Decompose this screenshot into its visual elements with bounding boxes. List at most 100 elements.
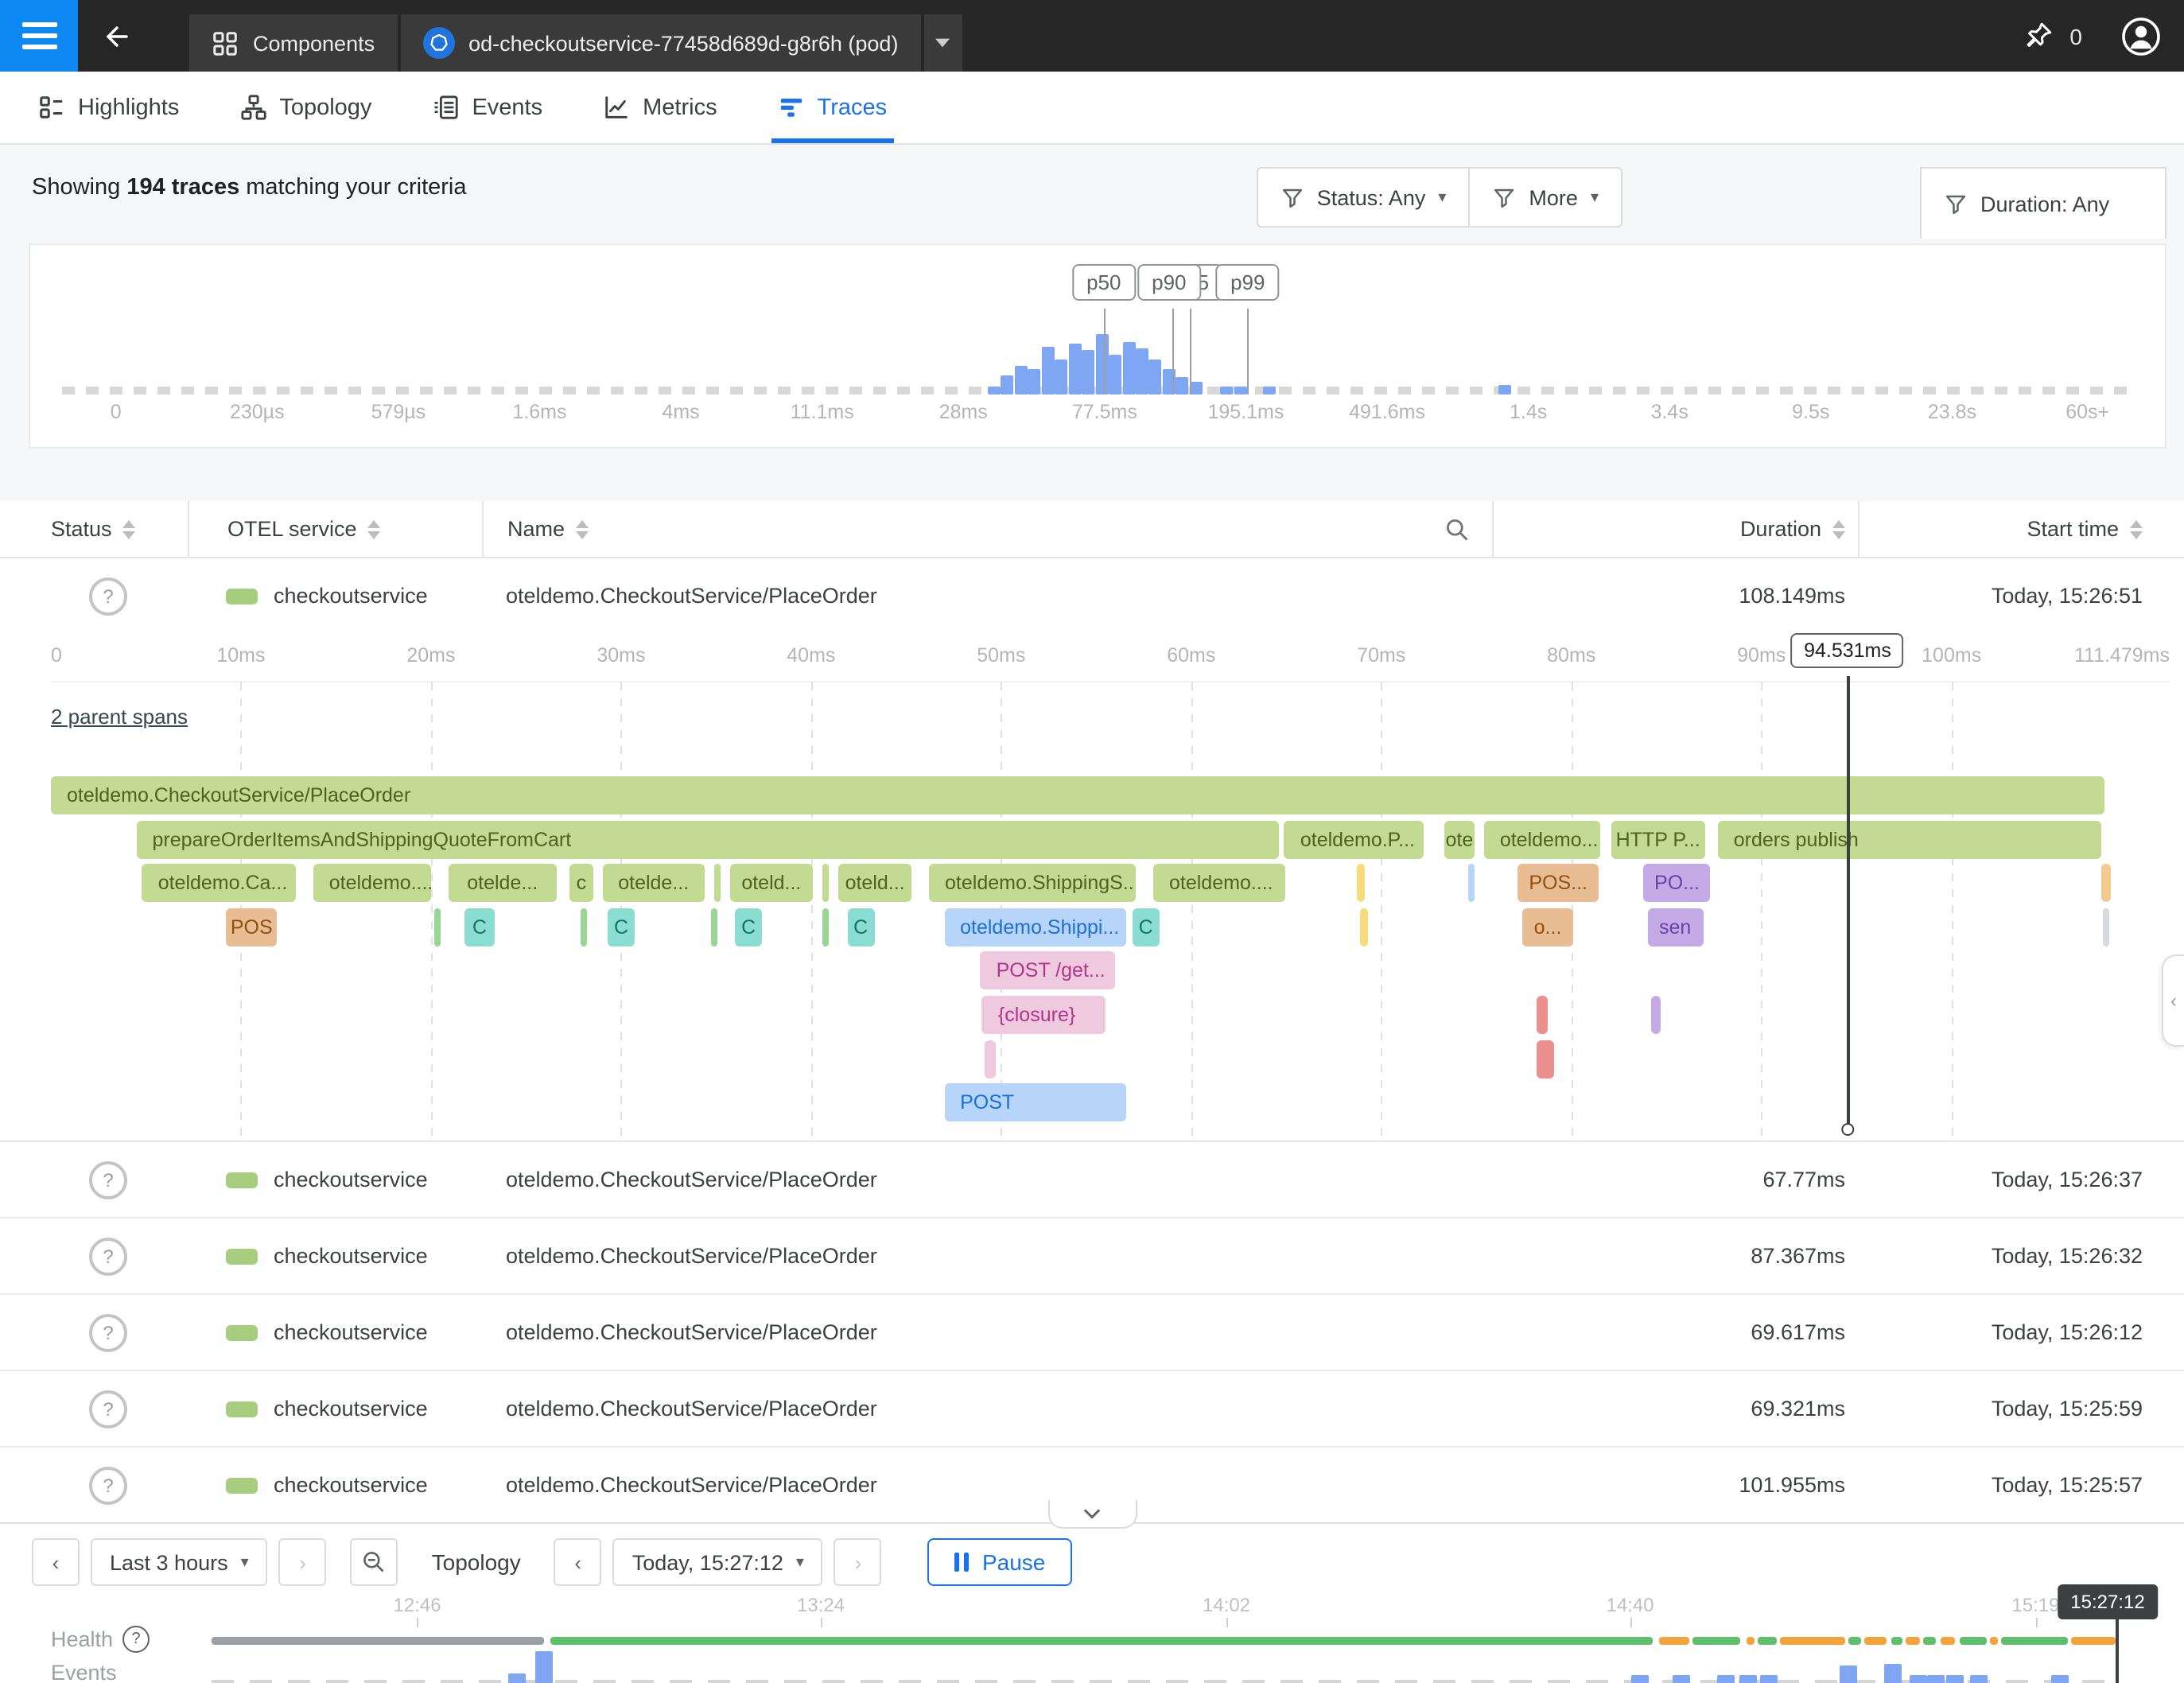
trace-span[interactable] bbox=[434, 908, 441, 946]
trace-span[interactable] bbox=[1537, 996, 1548, 1034]
entity-tab[interactable]: od-checkoutservice-77458d689d-g8r6h (pod… bbox=[400, 14, 921, 72]
trace-name: oteldemo.CheckoutService/PlaceOrder bbox=[506, 1168, 877, 1191]
table-row[interactable]: ? checkoutservice oteldemo.CheckoutService… bbox=[0, 1219, 2184, 1295]
trace-span[interactable]: {closure} bbox=[981, 996, 1106, 1034]
tab-events[interactable]: Events bbox=[432, 72, 542, 143]
tab-traces[interactable]: Traces bbox=[771, 72, 893, 143]
timeline-tick-label: 15:19 bbox=[2011, 1594, 2060, 1616]
arrow-left-icon bbox=[106, 25, 128, 46]
trace-span[interactable]: C bbox=[847, 908, 875, 946]
timestamp-back-button[interactable]: ‹ bbox=[554, 1538, 602, 1586]
trace-span[interactable]: prepareOrderItemsAndShippingQuoteFromCar… bbox=[136, 820, 1280, 859]
percentile-badge-p90: p90 bbox=[1137, 264, 1201, 301]
trace-span[interactable] bbox=[984, 1040, 997, 1079]
pause-button[interactable]: Pause bbox=[927, 1538, 1073, 1586]
timestamp-forward-button[interactable]: › bbox=[834, 1538, 882, 1586]
trace-span[interactable] bbox=[822, 908, 830, 946]
trace-span[interactable] bbox=[581, 908, 588, 946]
entity-tab-dropdown[interactable] bbox=[923, 14, 962, 72]
trace-span[interactable]: POST /get... bbox=[980, 951, 1116, 990]
trace-span[interactable]: oteld... bbox=[729, 864, 814, 903]
entity-tab-label: od-checkoutservice-77458d689d-g8r6h (pod… bbox=[468, 31, 899, 55]
trace-span[interactable]: oteldemo.Shippi... bbox=[944, 908, 1127, 946]
time-range-forward-button[interactable]: › bbox=[278, 1538, 327, 1586]
trace-span[interactable] bbox=[1356, 864, 1365, 903]
health-events-timeline[interactable]: 15:27:12 12:46 13:24 14:02 14:40 15:19 bbox=[212, 1584, 2158, 1683]
trace-span[interactable]: oteld... bbox=[837, 864, 912, 903]
trace-span[interactable] bbox=[2103, 908, 2110, 946]
trace-span[interactable]: POS bbox=[225, 908, 278, 946]
more-filter-button[interactable]: More ▾ bbox=[1470, 167, 1622, 227]
trace-span[interactable] bbox=[1537, 1040, 1555, 1079]
tab-topology[interactable]: Topology bbox=[239, 72, 371, 143]
event-bar bbox=[1739, 1675, 1757, 1683]
trace-span[interactable]: POST bbox=[944, 1083, 1127, 1122]
trace-span[interactable]: ote bbox=[1444, 820, 1475, 859]
pin-icon[interactable] bbox=[2023, 21, 2054, 51]
trace-span[interactable] bbox=[713, 864, 721, 903]
avatar[interactable] bbox=[2120, 15, 2162, 56]
table-row[interactable]: ? checkoutservice oteldemo.CheckoutService… bbox=[0, 1371, 2184, 1448]
trace-span[interactable]: PO... bbox=[1643, 864, 1711, 903]
table-row-expanded[interactable]: ? checkoutservice oteldemo.CheckoutServi… bbox=[0, 558, 2184, 633]
trace-span[interactable]: C bbox=[1132, 908, 1160, 946]
sort-icon bbox=[367, 519, 381, 538]
hamburger-menu-button[interactable] bbox=[0, 0, 78, 72]
health-segment-green bbox=[1891, 1637, 1902, 1645]
trace-span[interactable]: C bbox=[464, 908, 495, 946]
tab-metrics[interactable]: Metrics bbox=[603, 72, 717, 143]
trace-span[interactable]: HTTP P... bbox=[1611, 820, 1705, 859]
trace-span[interactable]: oteldemo.... bbox=[1153, 864, 1285, 903]
trace-span[interactable]: oteldemo.... bbox=[313, 864, 432, 903]
trace-span[interactable]: POS... bbox=[1518, 864, 1599, 903]
tab-highlights[interactable]: Highlights bbox=[38, 72, 179, 143]
timeline-cursor-line[interactable] bbox=[2116, 1616, 2118, 1683]
search-icon[interactable] bbox=[1444, 516, 1470, 542]
trace-span[interactable]: otelde... bbox=[602, 864, 705, 903]
status-filter-button[interactable]: Status: Any ▾ bbox=[1256, 167, 1471, 227]
percentile-line-p95 bbox=[1189, 309, 1191, 395]
trace-span[interactable]: c bbox=[569, 864, 593, 903]
trace-span[interactable] bbox=[1360, 908, 1369, 946]
duration-histogram[interactable]: p50p95p90p99 0230µs579µs1.6ms4ms11.1ms28… bbox=[29, 243, 2167, 449]
health-segment-gray bbox=[212, 1637, 545, 1645]
health-segment-green bbox=[1757, 1637, 1777, 1645]
table-row[interactable]: ? checkoutservice oteldemo.CheckoutService… bbox=[0, 1295, 2184, 1371]
trace-span[interactable] bbox=[1651, 996, 1661, 1034]
duration-filter-button[interactable]: Duration: Any bbox=[1920, 167, 2167, 239]
trace-span[interactable] bbox=[2101, 864, 2112, 903]
back-button[interactable] bbox=[78, 0, 151, 72]
side-panel-handle[interactable]: ‹ bbox=[2162, 954, 2184, 1047]
trace-span[interactable]: C bbox=[608, 908, 635, 946]
collapse-waterfall-button[interactable] bbox=[1047, 1500, 1137, 1529]
time-range-back-button[interactable]: ‹ bbox=[32, 1538, 80, 1586]
column-header-service[interactable]: OTEL service bbox=[188, 501, 482, 557]
trace-span[interactable]: otelde... bbox=[448, 864, 558, 903]
trace-span[interactable]: orders publish bbox=[1717, 820, 2102, 859]
traces-icon bbox=[778, 94, 805, 121]
percentile-line-p50 bbox=[1103, 309, 1106, 395]
trace-span[interactable]: C bbox=[735, 908, 763, 946]
zoom-out-button[interactable] bbox=[350, 1538, 398, 1586]
trace-span[interactable] bbox=[822, 864, 830, 903]
column-header-start-time[interactable]: Start time bbox=[1858, 501, 2184, 557]
help-icon[interactable]: ? bbox=[122, 1626, 150, 1653]
trace-span[interactable]: sen bbox=[1647, 908, 1704, 946]
components-tab[interactable]: Components bbox=[189, 14, 398, 72]
trace-span[interactable] bbox=[1468, 864, 1475, 903]
status-unknown-icon: ? bbox=[89, 1466, 127, 1504]
column-header-name[interactable]: Name bbox=[482, 501, 1492, 557]
trace-span[interactable] bbox=[710, 908, 717, 946]
trace-span[interactable]: oteldemo.Ca... bbox=[142, 864, 297, 903]
column-header-duration[interactable]: Duration bbox=[1492, 501, 1858, 557]
trace-span[interactable]: o... bbox=[1521, 908, 1574, 946]
time-range-dropdown[interactable]: Last 3 hours ▾ bbox=[91, 1538, 268, 1586]
trace-span[interactable]: oteldemo.... bbox=[1483, 820, 1600, 859]
timestamp-dropdown[interactable]: Today, 15:27:12 ▾ bbox=[612, 1538, 823, 1586]
trace-span[interactable]: oteldemo.ShippingS... bbox=[929, 864, 1137, 903]
trace-span[interactable]: oteldemo.CheckoutService/PlaceOrder bbox=[51, 776, 2105, 814]
trace-span[interactable]: oteldemo.P... bbox=[1284, 820, 1424, 859]
parent-spans-link[interactable]: 2 parent spans bbox=[51, 705, 188, 729]
column-header-status[interactable]: Status bbox=[0, 501, 188, 557]
table-row[interactable]: ? checkoutservice oteldemo.CheckoutService… bbox=[0, 1142, 2184, 1219]
